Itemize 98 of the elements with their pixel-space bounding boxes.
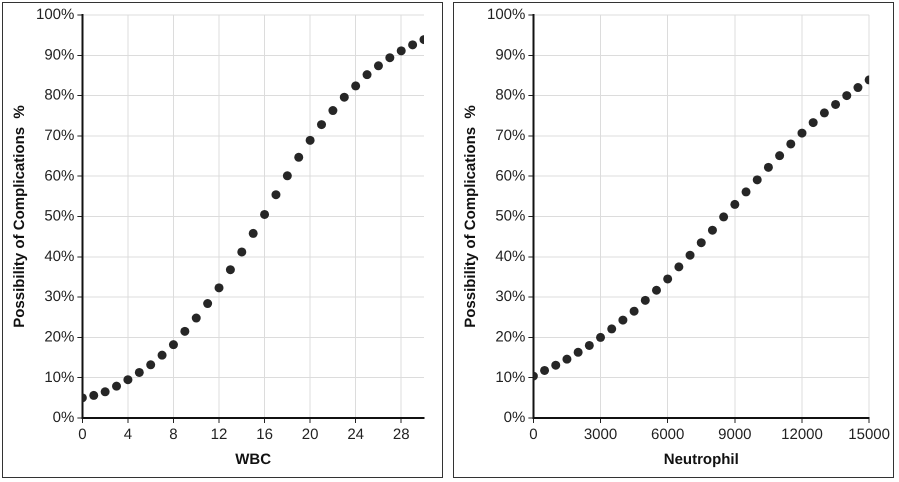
x-tick-label: 0 [529, 426, 538, 444]
point [708, 226, 717, 235]
point [248, 228, 258, 238]
x-tick-label: 3000 [584, 426, 618, 444]
point [853, 83, 862, 92]
point [752, 175, 762, 184]
point [696, 238, 706, 248]
point [214, 283, 224, 292]
y-tick-label: 70% [44, 127, 74, 144]
y-tick-label: 70% [495, 127, 526, 144]
point [134, 368, 144, 377]
y-tick-label: 60% [495, 167, 526, 184]
point [775, 151, 784, 160]
point [385, 53, 394, 62]
point [328, 106, 338, 116]
point [652, 286, 661, 295]
y-tick-label: 80% [495, 86, 526, 104]
point [786, 139, 796, 148]
x-tick-label: 6000 [650, 426, 684, 444]
point [180, 326, 190, 336]
point [192, 314, 201, 323]
x-tick-label: 12000 [781, 426, 823, 444]
point [317, 120, 326, 130]
y-tick-label: 0% [504, 409, 526, 426]
point [237, 247, 246, 256]
y-tick-label: 80% [44, 86, 74, 104]
y-tick-label: 50% [44, 208, 74, 225]
y-tick-label: 50% [495, 208, 526, 225]
point [607, 324, 616, 334]
y-tick-label: 60% [44, 167, 74, 184]
y-tick-label: 20% [495, 328, 526, 346]
point [112, 382, 122, 391]
y-tick-label: 100% [36, 6, 74, 24]
point [719, 212, 728, 222]
point [730, 200, 740, 209]
y-tick-label: 30% [44, 288, 74, 306]
point [408, 40, 418, 50]
y-tick-label: 100% [486, 6, 526, 24]
y-tick-label: 10% [44, 368, 74, 386]
point [362, 70, 372, 80]
point [396, 46, 406, 56]
point [663, 274, 672, 284]
point [574, 348, 583, 357]
point [618, 316, 628, 325]
point [686, 250, 695, 260]
point [158, 350, 167, 360]
x-tick-label: 24 [347, 426, 364, 444]
y-tick-label: 10% [495, 368, 526, 386]
y-tick-label: 20% [44, 328, 74, 346]
y-tick-label: 30% [495, 288, 526, 306]
point [306, 136, 315, 145]
point [351, 81, 360, 90]
point [584, 340, 594, 350]
y-tick-label: 0% [52, 409, 74, 426]
point [123, 375, 132, 384]
x-tick-label: 20 [302, 426, 318, 444]
y-tick-label: 40% [495, 248, 526, 265]
point [146, 360, 156, 370]
point [271, 190, 280, 200]
point [226, 265, 235, 274]
point [820, 108, 829, 118]
point [764, 162, 773, 172]
y-tick-label: 40% [44, 248, 74, 265]
point [808, 118, 818, 128]
point [596, 332, 606, 342]
point [831, 100, 840, 109]
x-tick-label: 15000 [848, 426, 890, 444]
y-axis-title: Possibility of Complications % [462, 105, 480, 328]
point [100, 387, 110, 396]
y-axis-title: Possibility of Complications % [11, 105, 28, 328]
x-tick-label: 4 [124, 426, 132, 444]
point [294, 152, 304, 162]
point [168, 340, 178, 350]
point [282, 171, 292, 180]
x-tick-label: 9000 [718, 426, 752, 444]
point [540, 366, 550, 375]
point [797, 128, 806, 138]
point [630, 306, 639, 316]
x-axis-title: Neutrophil [664, 451, 739, 468]
point [742, 187, 751, 196]
y-tick-label: 90% [44, 46, 74, 64]
point [374, 61, 383, 70]
x-tick-label: 8 [169, 426, 178, 444]
point [842, 91, 852, 100]
y-tick-label: 90% [495, 46, 526, 64]
x-tick-label: 28 [392, 426, 410, 444]
point [260, 210, 270, 219]
point [340, 92, 349, 102]
point [203, 299, 212, 308]
x-axis-title: WBC [235, 451, 272, 468]
x-tick-label: 0 [78, 426, 87, 444]
point [640, 296, 650, 305]
x-tick-label: 12 [210, 426, 228, 444]
point [551, 360, 560, 370]
x-tick-label: 16 [256, 426, 273, 444]
point [89, 390, 98, 400]
point [562, 354, 572, 364]
point [674, 262, 684, 272]
